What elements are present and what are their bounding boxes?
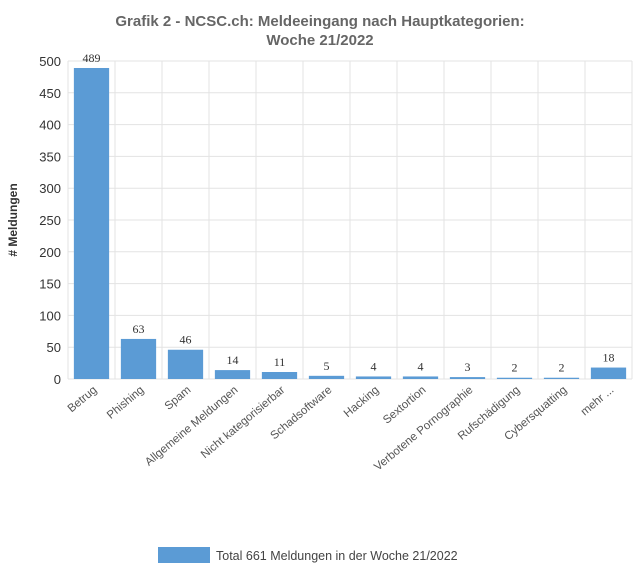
x-tick-label: Hacking: [342, 384, 382, 420]
y-tick-label: 100: [39, 308, 61, 323]
x-tick-label: Allgemeine Meldungen: [143, 384, 240, 468]
bar[interactable]: [214, 370, 251, 379]
y-tick-label: 400: [39, 118, 61, 133]
data-label: 46: [180, 333, 192, 347]
data-label: 63: [133, 322, 145, 336]
bar[interactable]: [449, 377, 486, 379]
data-label: 5: [324, 359, 330, 373]
data-label: 489: [83, 51, 101, 65]
x-tick-label: Betrug: [66, 384, 100, 415]
y-tick-label: 500: [39, 54, 61, 69]
y-tick-label: 0: [54, 372, 61, 387]
bar[interactable]: [167, 349, 204, 379]
y-tick-label: 150: [39, 277, 61, 292]
x-tick-label: Sextortion: [381, 384, 428, 426]
bar[interactable]: [308, 375, 345, 379]
data-label: 2: [512, 361, 518, 375]
y-axis-label: # Meldungen: [6, 183, 20, 256]
y-axis-ticks: 0 50 100 150 200 250 300 350 400 450 500: [39, 54, 61, 387]
chart-subtitle: Woche 21/2022: [266, 32, 373, 49]
bar[interactable]: [120, 338, 157, 379]
data-label: 11: [274, 355, 286, 369]
bar[interactable]: [261, 372, 298, 379]
data-label: 14: [227, 353, 239, 367]
x-tick-label: Spam: [163, 384, 194, 413]
x-tick-label: Verbotene Pornographie: [372, 384, 475, 473]
bar[interactable]: [355, 376, 392, 379]
data-label: 18: [603, 351, 615, 365]
x-tick-label: Phishing: [105, 384, 147, 422]
x-tick-label: mehr ...: [579, 384, 617, 418]
y-tick-label: 300: [39, 181, 61, 196]
legend-label: Total 661 Meldungen in der Woche 21/2022: [216, 549, 458, 563]
data-label: 4: [418, 359, 424, 373]
y-tick-label: 200: [39, 245, 61, 260]
bar[interactable]: [496, 377, 533, 379]
data-label: 4: [371, 359, 377, 373]
y-tick-label: 350: [39, 149, 61, 164]
bar[interactable]: [543, 377, 580, 379]
bars: [73, 67, 627, 379]
bar[interactable]: [73, 67, 110, 379]
bar[interactable]: [590, 367, 627, 379]
x-tick-label: Nicht kategorisierbar: [199, 384, 288, 461]
bar[interactable]: [402, 376, 439, 379]
legend[interactable]: Total 661 Meldungen in der Woche 21/2022: [158, 547, 458, 563]
data-label: 2: [559, 361, 565, 375]
y-tick-label: 250: [39, 213, 61, 228]
data-label: 3: [465, 360, 471, 374]
legend-swatch: [158, 547, 210, 563]
chart-title: Grafik 2 - NCSC.ch: Meldeeingang nach Ha…: [115, 13, 524, 30]
grid-lines: [67, 60, 633, 380]
y-tick-label: 450: [39, 86, 61, 101]
data-labels: 489 63 46 14 11 5 4 4 3 2 2 18: [83, 51, 615, 375]
y-tick-label: 50: [47, 340, 61, 355]
